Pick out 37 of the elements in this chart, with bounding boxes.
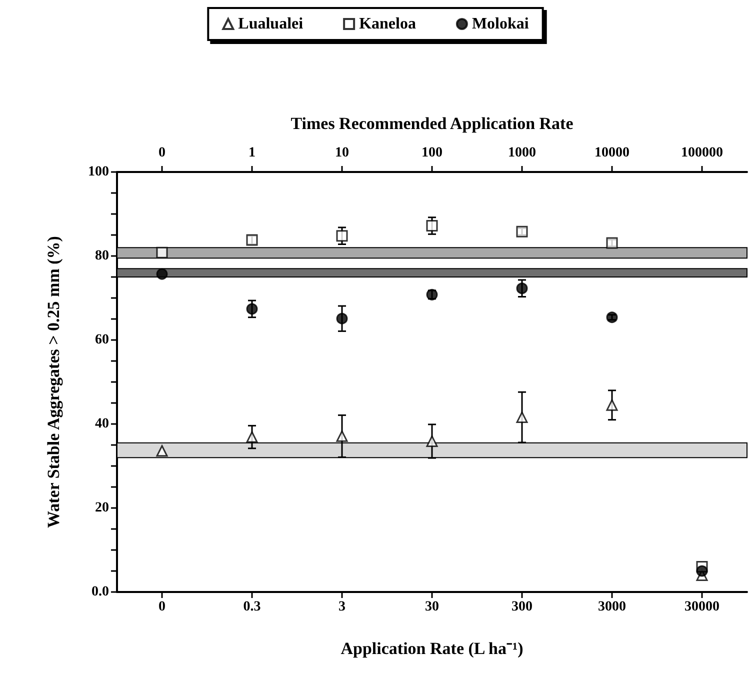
annotation: 10000 xyxy=(594,146,630,160)
point xyxy=(246,303,258,315)
legend-label: Lualualei xyxy=(238,16,304,32)
point xyxy=(696,565,708,577)
legend-label: Molokai xyxy=(472,16,530,32)
point xyxy=(516,282,528,294)
x-tick-label: 3000 xyxy=(598,600,626,614)
y-tick-label: 80 xyxy=(95,248,109,264)
y-tick-label: 0.0 xyxy=(92,584,109,600)
legend-label: Kaneloa xyxy=(359,16,416,32)
annotation: 1 xyxy=(248,146,256,160)
x-tick-label: 30000 xyxy=(684,600,720,614)
point xyxy=(336,312,348,324)
annotation: 1000 xyxy=(508,146,536,160)
x-tick-label: 0.3 xyxy=(243,600,261,614)
x-axis-title: Application Rate (L ha⁻¹) xyxy=(340,639,524,658)
y-axis-title: Water Stable Aggregates > 0.25 mm (%) xyxy=(44,236,63,528)
x-tick-label: 300 xyxy=(512,600,532,614)
point xyxy=(336,230,348,242)
point xyxy=(606,312,618,324)
y-tick-label: 100 xyxy=(88,164,109,180)
annotation: 100 xyxy=(422,146,442,160)
y-tick-label: 60 xyxy=(95,332,109,348)
point xyxy=(156,268,168,280)
annotation: 10 xyxy=(335,146,349,160)
x2-axis-title: Times Recommended Application Rate xyxy=(290,114,574,133)
x-tick-label: 30 xyxy=(425,600,439,614)
y-tick-label: 40 xyxy=(95,416,109,432)
x-tick-label: 0 xyxy=(158,600,166,614)
point xyxy=(156,445,168,457)
x-tick-label: 3 xyxy=(338,600,346,614)
point xyxy=(426,435,438,447)
point xyxy=(426,220,438,232)
point xyxy=(156,246,168,258)
y-tick-label: 20 xyxy=(95,500,109,516)
annotation: 100000 xyxy=(681,146,723,160)
annotation: 0 xyxy=(158,146,166,160)
